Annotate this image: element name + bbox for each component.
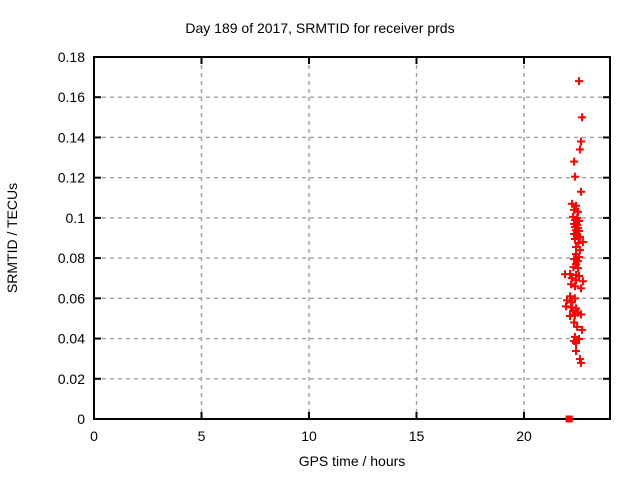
y-tick-label: 0.06 bbox=[58, 290, 85, 306]
data-point-plus bbox=[572, 338, 581, 347]
data-points bbox=[561, 77, 587, 423]
data-point-plus bbox=[575, 272, 584, 281]
data-point-plus bbox=[570, 235, 579, 244]
y-tick-label: 0.1 bbox=[66, 210, 86, 226]
y-tick-label: 0 bbox=[77, 411, 85, 427]
y-tick-label: 0.14 bbox=[58, 129, 85, 145]
data-point-plus bbox=[570, 311, 579, 320]
data-point-plus bbox=[561, 302, 570, 311]
y-axis-label: SRMTID / TECUs bbox=[4, 183, 20, 293]
y-tick-label: 0.02 bbox=[58, 371, 85, 387]
data-point-plus bbox=[572, 201, 581, 210]
data-point-plus bbox=[576, 187, 585, 196]
y-tick-label: 0.18 bbox=[58, 49, 85, 65]
data-point-plus bbox=[569, 307, 578, 316]
data-point-plus bbox=[569, 263, 578, 272]
y-tick-label: 0.08 bbox=[58, 250, 85, 266]
grid-lines bbox=[94, 57, 610, 419]
data-point-plus bbox=[563, 296, 571, 305]
y-tick-label: 0.12 bbox=[58, 170, 85, 186]
axis-ticks bbox=[93, 56, 610, 420]
data-point-plus bbox=[572, 276, 581, 285]
data-point-plus bbox=[572, 347, 581, 356]
plot-border bbox=[93, 56, 611, 420]
x-tick-label: 20 bbox=[516, 428, 532, 444]
x-tick-label: 0 bbox=[90, 428, 98, 444]
y-tick-label: 0.16 bbox=[58, 89, 85, 105]
x-axis-label: GPS time / hours bbox=[299, 453, 406, 469]
data-point-plus bbox=[567, 199, 576, 208]
data-point-square bbox=[565, 415, 573, 423]
data-point-plus bbox=[573, 322, 582, 331]
data-point-plus bbox=[578, 113, 587, 122]
data-point-plus bbox=[573, 264, 582, 273]
data-point-plus bbox=[576, 284, 585, 293]
data-point-plus bbox=[578, 277, 587, 286]
data-point-plus bbox=[561, 270, 570, 279]
y-tick-label: 0.04 bbox=[58, 331, 85, 347]
data-point-plus bbox=[575, 246, 584, 255]
data-point-plus bbox=[575, 232, 584, 241]
data-point-plus bbox=[578, 325, 587, 334]
data-point-plus bbox=[575, 77, 584, 86]
data-point-plus bbox=[570, 294, 579, 303]
data-point-plus bbox=[576, 137, 585, 146]
data-point-plus bbox=[570, 318, 579, 327]
data-point-plus bbox=[578, 238, 587, 247]
data-point-plus bbox=[575, 355, 584, 364]
x-tick-label: 5 bbox=[198, 428, 206, 444]
data-point-plus bbox=[575, 145, 584, 154]
data-point-plus bbox=[570, 282, 579, 291]
data-point-plus bbox=[566, 292, 575, 301]
data-point-plus bbox=[575, 253, 584, 262]
data-point-plus bbox=[575, 216, 584, 225]
data-point-plus bbox=[576, 358, 585, 367]
x-tick-label: 10 bbox=[301, 428, 317, 444]
data-point-plus bbox=[570, 157, 579, 166]
data-point-plus bbox=[575, 334, 584, 343]
data-point-plus bbox=[570, 172, 579, 181]
data-point-plus bbox=[566, 312, 575, 321]
tick-labels: 0 5 10 15 20 0 0.02 0.04 0.06 0.08 0.1 0.12 0.14 0.16… bbox=[58, 49, 532, 444]
data-point-plus bbox=[574, 239, 583, 248]
x-tick-label: 15 bbox=[409, 428, 425, 444]
chart-title: Day 189 of 2017, SRMTID for receiver prd… bbox=[185, 20, 454, 36]
